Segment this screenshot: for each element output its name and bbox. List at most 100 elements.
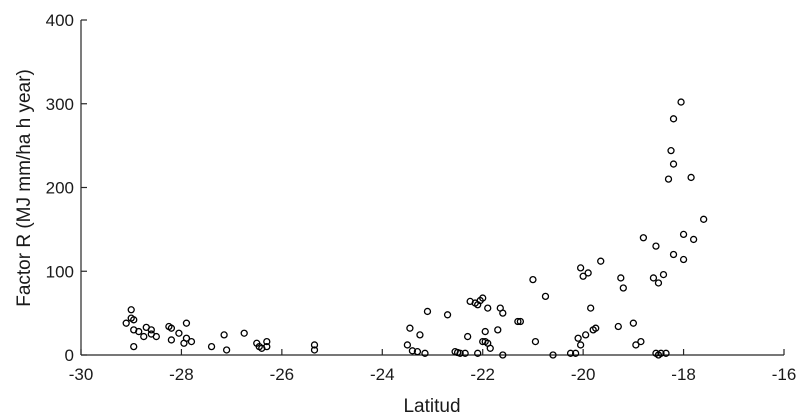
- data-point: [639, 234, 648, 242]
- data-point: [135, 327, 143, 336]
- x-ticks: -30 -28 -26 -24 -22 -20 -18 -16: [69, 349, 797, 384]
- data-point: [499, 309, 507, 317]
- data-point: [687, 173, 695, 182]
- x-tick-label: -30: [69, 365, 94, 384]
- data-point: [127, 306, 135, 314]
- data-point: [130, 316, 138, 324]
- data-point: [679, 230, 688, 239]
- data-point: [122, 319, 130, 327]
- data-point: [669, 115, 678, 123]
- data-point: [579, 272, 587, 280]
- data-point: [310, 346, 319, 354]
- data-point: [679, 255, 688, 264]
- data-point: [637, 337, 645, 346]
- y-tick-label: 300: [46, 95, 74, 114]
- data-point: [147, 326, 155, 334]
- data-point: [479, 294, 487, 302]
- data-point: [263, 342, 271, 351]
- y-tick-label: 100: [46, 262, 74, 281]
- y-ticks: 0 100 200 300 400: [46, 11, 87, 365]
- data-point: [571, 349, 580, 357]
- y-tick-label: 200: [46, 179, 74, 198]
- data-point: [659, 270, 668, 279]
- data-point: [574, 334, 582, 342]
- data-point: [531, 337, 540, 346]
- data-point: [584, 269, 592, 277]
- x-axis-label: Latitud: [403, 396, 460, 415]
- data-point: [669, 250, 678, 259]
- data-point: [582, 331, 590, 339]
- data-point: [461, 349, 469, 357]
- x-tick-label: -16: [772, 365, 797, 384]
- data-point: [566, 349, 575, 357]
- y-axis-label: Factor R (MJ mm/ha h year): [14, 69, 35, 307]
- data-point: [592, 324, 600, 332]
- data-point: [403, 341, 412, 349]
- data-point: [187, 337, 196, 346]
- data-point: [632, 341, 640, 349]
- data-point: [474, 349, 482, 357]
- x-tick-label: -28: [169, 365, 194, 384]
- x-tick-label: -26: [270, 365, 295, 384]
- x-tick-label: -22: [470, 365, 495, 384]
- data-point: [182, 319, 191, 327]
- data-point: [140, 332, 148, 341]
- data-point: [619, 284, 627, 292]
- data-point: [310, 341, 319, 349]
- data-point: [667, 146, 675, 155]
- data-point: [456, 349, 464, 357]
- data-point: [514, 317, 522, 326]
- data-point: [406, 324, 414, 332]
- data-point: [413, 347, 422, 356]
- data-point: [689, 235, 698, 244]
- data-point: [494, 326, 502, 334]
- data-point: [484, 304, 492, 312]
- y-tick-label: 400: [46, 11, 74, 30]
- data-point: [481, 327, 489, 336]
- data-point: [597, 257, 605, 265]
- data-point: [167, 336, 176, 344]
- data-point: [443, 311, 452, 319]
- data-point: [182, 334, 191, 342]
- data-point: [421, 349, 429, 357]
- data-point: [152, 332, 160, 341]
- data-point: [167, 324, 176, 332]
- data-point: [408, 347, 417, 355]
- data-point: [662, 349, 670, 357]
- data-point: [652, 242, 660, 250]
- data-point: [222, 346, 231, 354]
- data-point: [486, 344, 494, 352]
- data-point: [677, 98, 685, 106]
- data-points: [122, 98, 708, 359]
- data-point: [664, 175, 673, 183]
- x-tick-label: -20: [571, 365, 596, 384]
- y-tick-label: 0: [65, 346, 74, 365]
- data-point: [700, 215, 708, 223]
- data-point: [614, 322, 622, 331]
- data-point: [629, 319, 638, 327]
- data-point: [529, 275, 537, 284]
- data-point: [207, 342, 216, 351]
- data-point: [263, 337, 271, 346]
- data-point: [130, 342, 138, 351]
- data-point: [576, 264, 585, 272]
- data-point: [669, 160, 678, 168]
- data-point: [516, 317, 525, 326]
- data-point: [617, 274, 625, 282]
- data-point: [175, 329, 183, 337]
- data-point: [240, 329, 248, 337]
- x-tick-label: -24: [370, 365, 395, 384]
- data-point: [463, 332, 472, 341]
- data-point: [220, 331, 228, 339]
- data-point: [649, 274, 658, 282]
- data-point: [423, 307, 432, 316]
- data-point: [416, 331, 424, 339]
- data-point: [654, 279, 663, 287]
- axes: [80, 20, 784, 356]
- data-point: [657, 349, 665, 357]
- data-point: [576, 341, 585, 349]
- data-point: [499, 351, 507, 359]
- data-point: [549, 351, 557, 359]
- data-point: [541, 292, 550, 301]
